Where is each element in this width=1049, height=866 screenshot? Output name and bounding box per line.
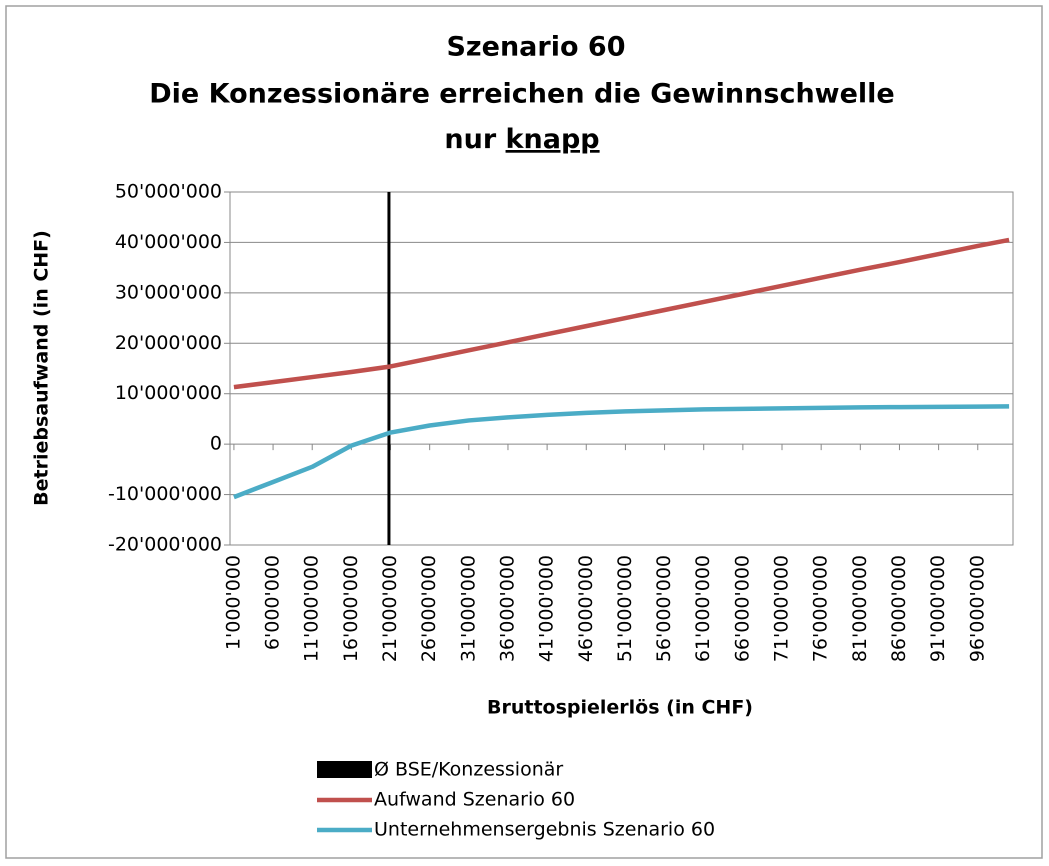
x-tick-label: 16'000'000 [340,555,362,662]
legend-label: Ø BSE/Konzessionär [374,759,563,781]
x-tick-label: 91'000'000 [927,555,949,662]
x-axis-title: Bruttospielerlös (in CHF) [487,697,753,719]
x-tick-label: 71'000'000 [771,555,793,662]
y-tick-label: 20'000'000 [115,332,222,354]
series-line [233,404,1010,500]
y-tick-label: 0 [210,433,222,455]
chart-title: nur knapp [444,124,599,155]
legend-label: Unternehmensergebnis Szenario 60 [374,819,715,841]
y-tick-label: 30'000'000 [115,281,222,303]
x-tick-label: 61'000'000 [692,555,714,662]
x-tick-label: 56'000'000 [653,555,675,662]
chart-title: nur [444,124,496,155]
x-tick-label: 41'000'000 [536,555,558,662]
x-tick-label: 81'000'000 [849,555,871,662]
x-tick-label: 76'000'000 [810,555,832,662]
x-tick-label: 21'000'000 [379,555,401,662]
x-tick-label: 1'000'000 [222,555,244,650]
series-line [233,237,1010,390]
legend-swatch [317,761,372,778]
y-tick-label: 10'000'000 [115,382,222,404]
x-tick-label: 66'000'000 [731,555,753,662]
chart-title-emphasis: knapp [506,124,600,155]
x-tick-label: 31'000'000 [457,555,479,662]
x-tick-label: 36'000'000 [496,555,518,662]
legend-label: Aufwand Szenario 60 [374,789,575,811]
chart-title: Die Konzessionäre erreichen die Gewinnsc… [149,79,895,110]
x-tick-label: 86'000'000 [888,555,910,662]
y-tick-label: 50'000'000 [115,181,222,203]
chart-title: Szenario 60 [446,32,625,63]
x-tick-label: 26'000'000 [418,555,440,662]
x-tick-label: 51'000'000 [614,555,636,662]
y-tick-label: -10'000'000 [108,483,222,505]
plot-border [229,191,1014,546]
x-tick-label: 96'000'000 [966,555,988,662]
x-tick-label: 46'000'000 [575,555,597,662]
y-axis-title: Betriebsaufwand (in CHF) [31,230,53,506]
chart-frame [5,5,1043,859]
x-tick-label: 11'000'000 [301,555,323,662]
y-tick-label: -20'000'000 [108,534,222,556]
y-tick-label: 40'000'000 [115,231,222,253]
x-tick-label: 6'000'000 [262,555,284,650]
